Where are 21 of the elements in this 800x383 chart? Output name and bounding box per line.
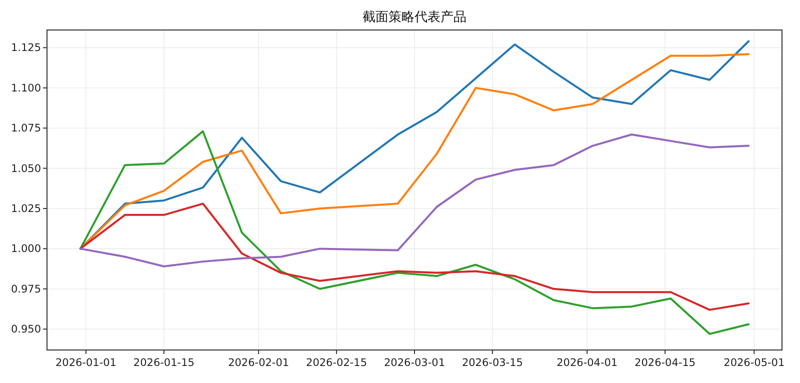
- line-series: [79, 134, 750, 268]
- y-tick-label: 1.000: [10, 243, 41, 256]
- x-tick-label: 2026-01-01: [55, 357, 116, 369]
- y-tick-label: 1.075: [10, 122, 41, 135]
- x-tick-label: 2026-05-01: [724, 357, 785, 369]
- y-tick-label: 0.950: [10, 324, 41, 336]
- x-tick-label: 2026-03-01: [384, 357, 446, 369]
- x-tick-label: 2026-01-15: [133, 357, 194, 369]
- chart-title: 截面策略代表产品: [362, 10, 466, 25]
- x-tick-label: 2026-03-15: [462, 357, 523, 369]
- x-tick-label: 2026-02-01: [228, 357, 290, 369]
- y-tick-label: 1.025: [10, 202, 41, 215]
- line-series: [79, 130, 750, 335]
- y-tick-label: 1.125: [10, 42, 41, 54]
- x-tick-label: 2026-02-15: [306, 357, 368, 369]
- line-series: [79, 202, 750, 311]
- y-tick-label: 1.050: [10, 162, 41, 175]
- y-tick-label: 1.100: [10, 82, 41, 94]
- x-tick-label: 2026-04-01: [556, 357, 618, 369]
- x-tick-label: 2026-04-15: [634, 357, 696, 369]
- y-tick-label: 0.975: [10, 283, 41, 296]
